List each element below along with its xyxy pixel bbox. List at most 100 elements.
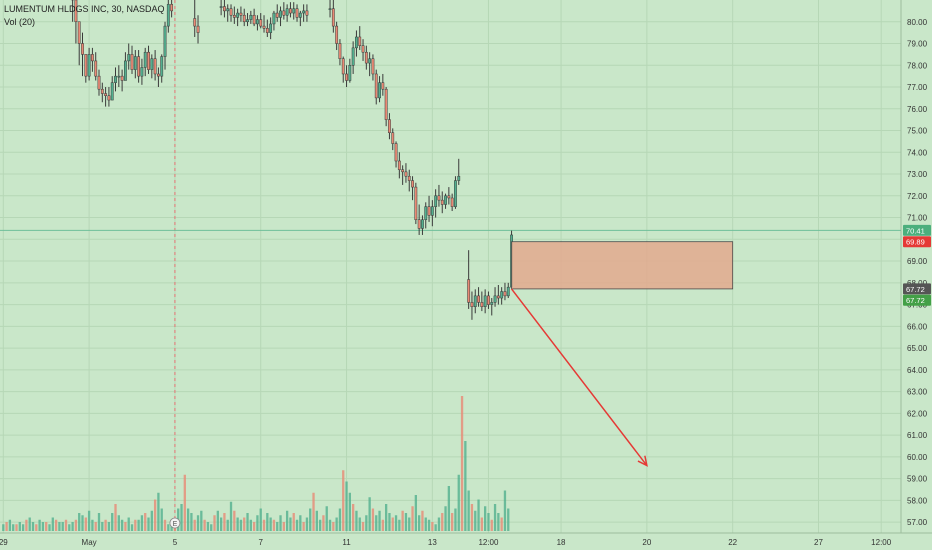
candle-body bbox=[91, 54, 94, 62]
volume-bar bbox=[219, 517, 223, 531]
volume-bar bbox=[111, 513, 114, 531]
y-tick-label: 79.00 bbox=[907, 40, 928, 49]
x-tick-label: 13 bbox=[428, 538, 437, 547]
volume-bar bbox=[381, 519, 384, 531]
volume-bar bbox=[404, 513, 408, 531]
volume-bar bbox=[153, 499, 157, 531]
candle-body bbox=[397, 160, 401, 170]
volume-bar bbox=[500, 517, 503, 531]
volume-bar bbox=[117, 515, 120, 531]
volume-bar bbox=[252, 522, 256, 531]
volume-bar bbox=[160, 508, 163, 531]
candle-body bbox=[404, 171, 408, 177]
volume-bar bbox=[48, 524, 51, 531]
volume-bar bbox=[223, 513, 226, 531]
candle-body bbox=[361, 45, 365, 53]
volume-bar bbox=[457, 474, 460, 531]
price-tag-label: 67.72 bbox=[906, 285, 925, 294]
volume-bar bbox=[487, 513, 490, 531]
y-tick-label: 66.00 bbox=[907, 322, 928, 331]
candle-body bbox=[282, 10, 286, 16]
volume-bar bbox=[355, 510, 358, 531]
candle-body bbox=[160, 56, 164, 77]
volume-bar bbox=[87, 510, 91, 531]
x-tick-label: 12:00 bbox=[871, 538, 892, 547]
candle-body bbox=[110, 82, 114, 101]
candle-body bbox=[381, 82, 385, 90]
y-tick-label: 77.00 bbox=[907, 83, 928, 92]
x-tick-label: 18 bbox=[557, 538, 566, 547]
candle-body bbox=[345, 73, 348, 81]
volume-bar bbox=[8, 519, 12, 531]
price-tag-bg bbox=[903, 294, 931, 306]
y-tick-label: 80.00 bbox=[907, 18, 928, 27]
x-tick-label: 29 bbox=[0, 538, 8, 547]
volume-bar bbox=[147, 517, 150, 531]
volume-bar bbox=[467, 490, 470, 531]
candle-body bbox=[487, 295, 490, 305]
earnings-event-label: E bbox=[173, 521, 178, 528]
volume-bar bbox=[45, 522, 48, 531]
candle-body bbox=[411, 180, 414, 188]
volume-bar bbox=[2, 524, 5, 531]
volume-bar bbox=[180, 504, 183, 531]
candle-body bbox=[97, 75, 101, 90]
candle-body bbox=[275, 12, 279, 18]
volume-bar bbox=[190, 513, 193, 531]
volume-bar bbox=[417, 515, 421, 531]
candle-body bbox=[193, 18, 197, 27]
volume-bar bbox=[236, 517, 239, 531]
candle-body bbox=[500, 291, 504, 299]
volume-bar bbox=[401, 510, 404, 531]
candle-body bbox=[364, 51, 368, 64]
volume-bar bbox=[332, 522, 335, 531]
price-tag-label: 67.72 bbox=[906, 296, 925, 305]
volume-bar bbox=[292, 513, 295, 531]
candle-body bbox=[384, 88, 388, 120]
x-tick-label: 7 bbox=[259, 538, 264, 547]
candle-body bbox=[74, 0, 78, 23]
candle-body bbox=[335, 25, 339, 44]
volume-bar bbox=[71, 522, 74, 531]
price-tag-label: 69.89 bbox=[906, 238, 925, 247]
volume-bar bbox=[503, 490, 507, 531]
candle-body bbox=[470, 302, 474, 307]
volume-bar bbox=[262, 519, 266, 531]
candle-body bbox=[229, 8, 233, 16]
volume-bar bbox=[464, 441, 467, 531]
candle-body bbox=[153, 58, 157, 75]
volume-bar bbox=[342, 470, 345, 531]
candle-body bbox=[226, 8, 230, 12]
volume-bar bbox=[371, 508, 375, 531]
y-tick-label: 62.00 bbox=[907, 409, 928, 418]
volume-bar bbox=[18, 522, 21, 531]
candle-body bbox=[140, 67, 144, 77]
volume-bar bbox=[384, 504, 388, 531]
volume-bar bbox=[249, 519, 252, 531]
volume-bar bbox=[378, 510, 381, 531]
volume-bar bbox=[460, 396, 464, 531]
volume-bar bbox=[295, 519, 299, 531]
volume-bar bbox=[302, 522, 305, 531]
volume-bar bbox=[58, 522, 61, 531]
volume-bar bbox=[454, 508, 457, 531]
candle-body bbox=[107, 95, 111, 101]
volume-bar bbox=[470, 504, 474, 531]
candle-body bbox=[117, 75, 121, 78]
candle-body bbox=[157, 73, 160, 77]
candle-body bbox=[450, 197, 454, 207]
volume-bar bbox=[78, 513, 81, 531]
volume-bar bbox=[243, 517, 246, 531]
candle-body bbox=[371, 58, 375, 75]
candle-body bbox=[348, 65, 352, 81]
candle-body bbox=[496, 295, 500, 299]
y-tick-label: 60.00 bbox=[907, 453, 928, 462]
volume-bar bbox=[51, 517, 54, 531]
volume-bar bbox=[193, 519, 196, 531]
volume-bar bbox=[272, 519, 276, 531]
candle-body bbox=[437, 195, 441, 201]
candle-body bbox=[127, 54, 131, 62]
volume-bar bbox=[61, 522, 64, 531]
volume-bar bbox=[216, 510, 219, 531]
